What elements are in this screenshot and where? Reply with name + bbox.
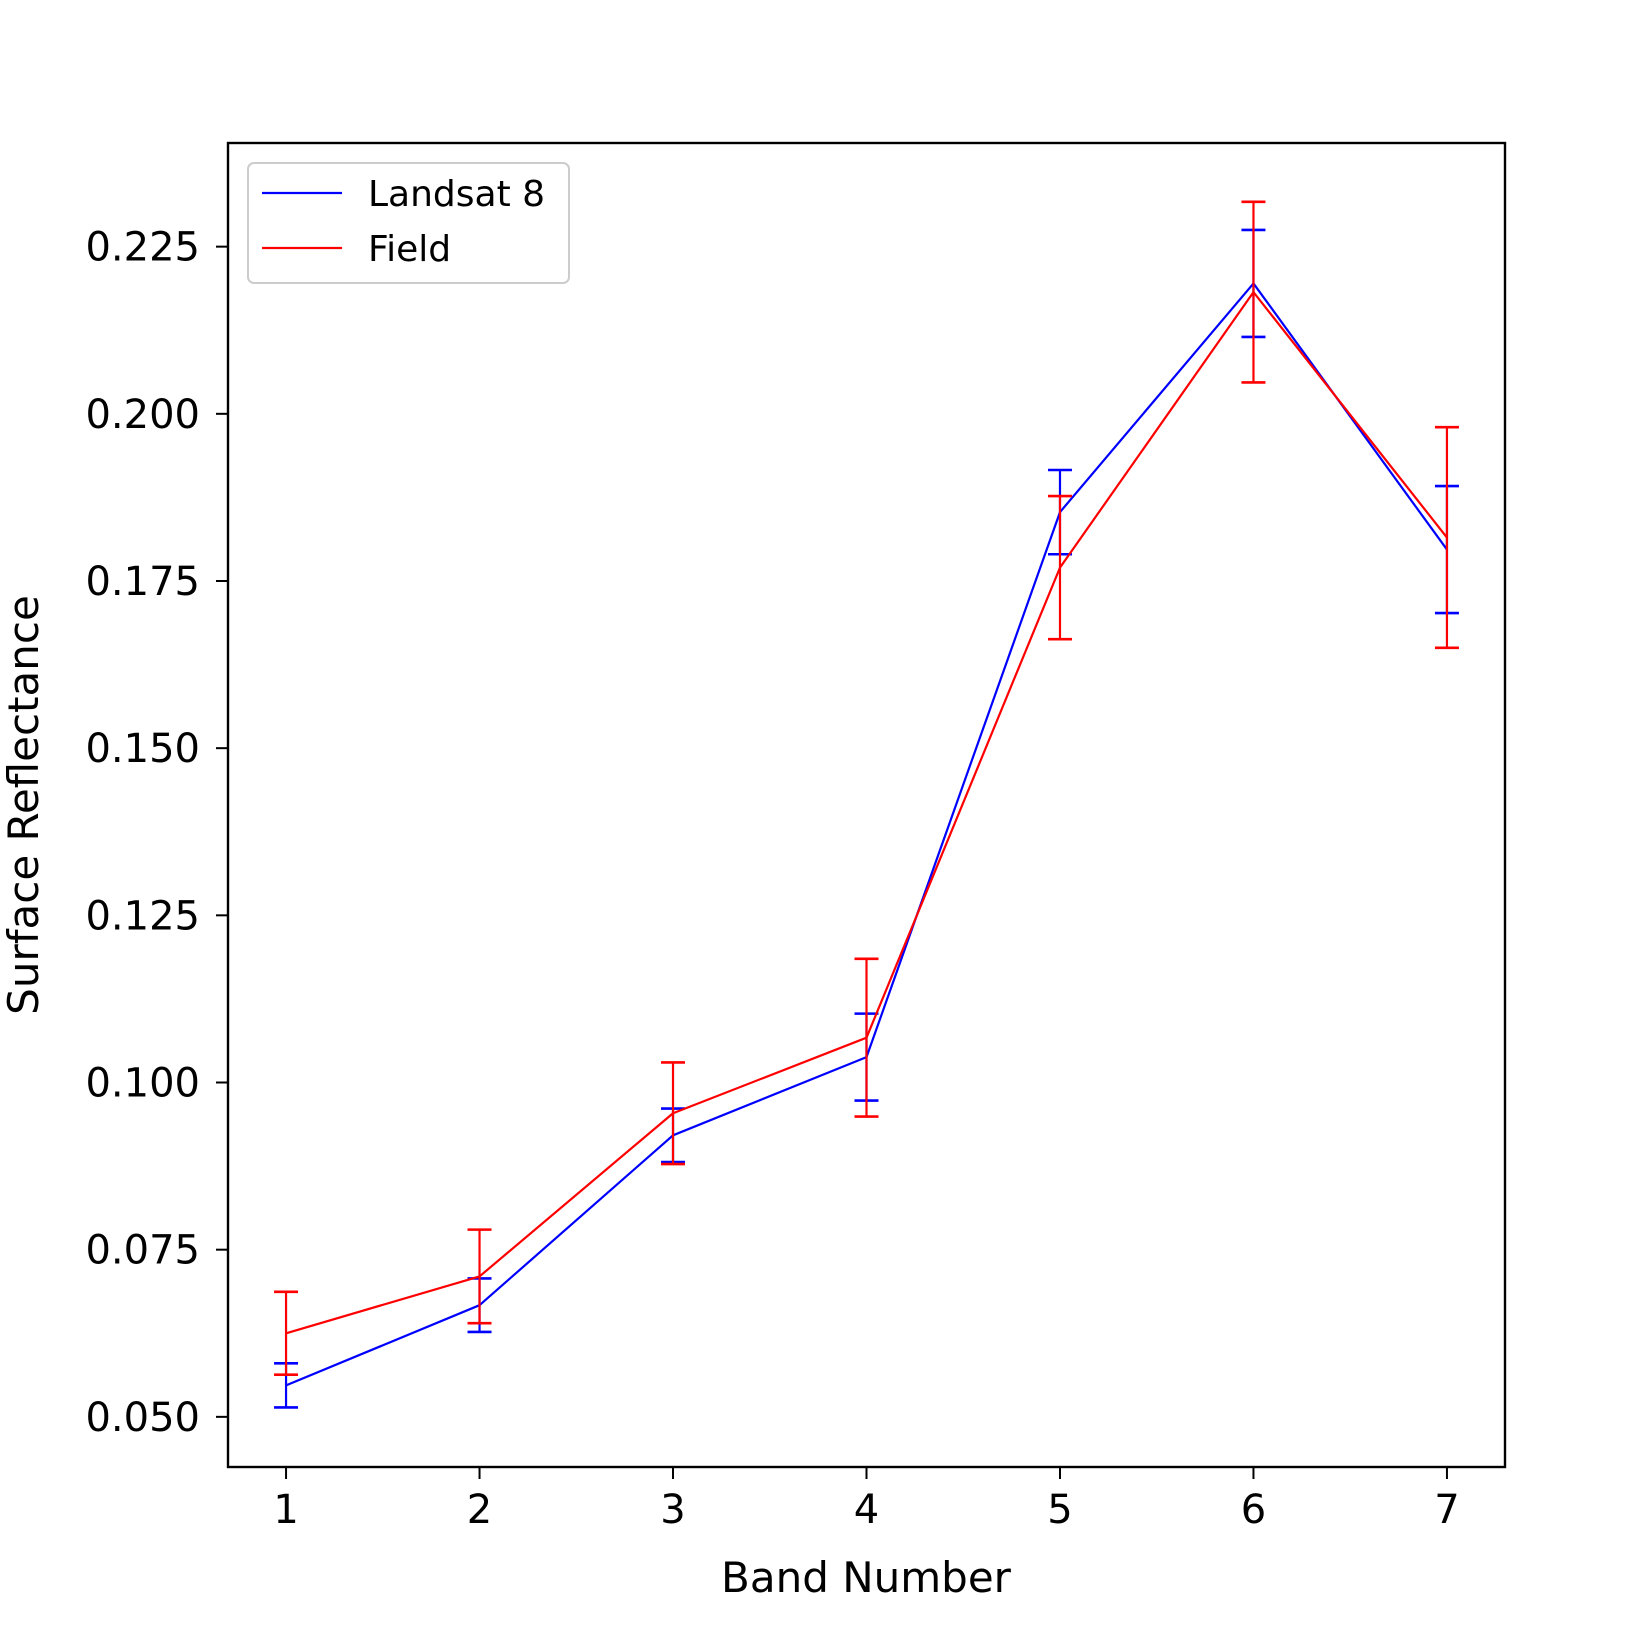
series-layer: [274, 200, 1459, 1409]
x-tick-label-6: 6: [1241, 1487, 1266, 1533]
y-tick-label-0.225: 0.225: [85, 225, 200, 271]
y-tick-label-0.175: 0.175: [85, 559, 200, 605]
y-tick-label-0.100: 0.100: [85, 1061, 200, 1107]
x-axis-label: Band Number: [721, 1553, 1012, 1602]
x-axis: 1 2 3 4 5 6 7: [273, 1467, 1460, 1533]
y-tick-label-0.050: 0.050: [85, 1395, 200, 1441]
x-tick-label-2: 2: [467, 1487, 492, 1533]
x-tick-label-7: 7: [1434, 1487, 1459, 1533]
x-tick-label-4: 4: [854, 1487, 879, 1533]
legend-label-landsat-8: Landsat 8: [368, 174, 545, 215]
y-tick-label-0.200: 0.200: [85, 392, 200, 438]
y-tick-label-0.150: 0.150: [85, 726, 200, 772]
y-tick-label-0.075: 0.075: [85, 1228, 200, 1274]
line-field: [285, 291, 1448, 1335]
series-field: [274, 200, 1459, 1377]
legend-label-field: Field: [368, 229, 451, 270]
legend: Landsat 8 Field: [247, 162, 570, 284]
x-tick-label-3: 3: [660, 1487, 685, 1533]
x-tick-label-1: 1: [273, 1487, 298, 1533]
y-tick-label-0.125: 0.125: [85, 893, 200, 939]
y-axis-label: Surface Reflectance: [0, 595, 48, 1015]
y-axis: 0.050 0.075 0.100 0.125 0.150 0.175 0.200 0.225: [85, 225, 228, 1441]
x-tick-label-5: 5: [1047, 1487, 1072, 1533]
